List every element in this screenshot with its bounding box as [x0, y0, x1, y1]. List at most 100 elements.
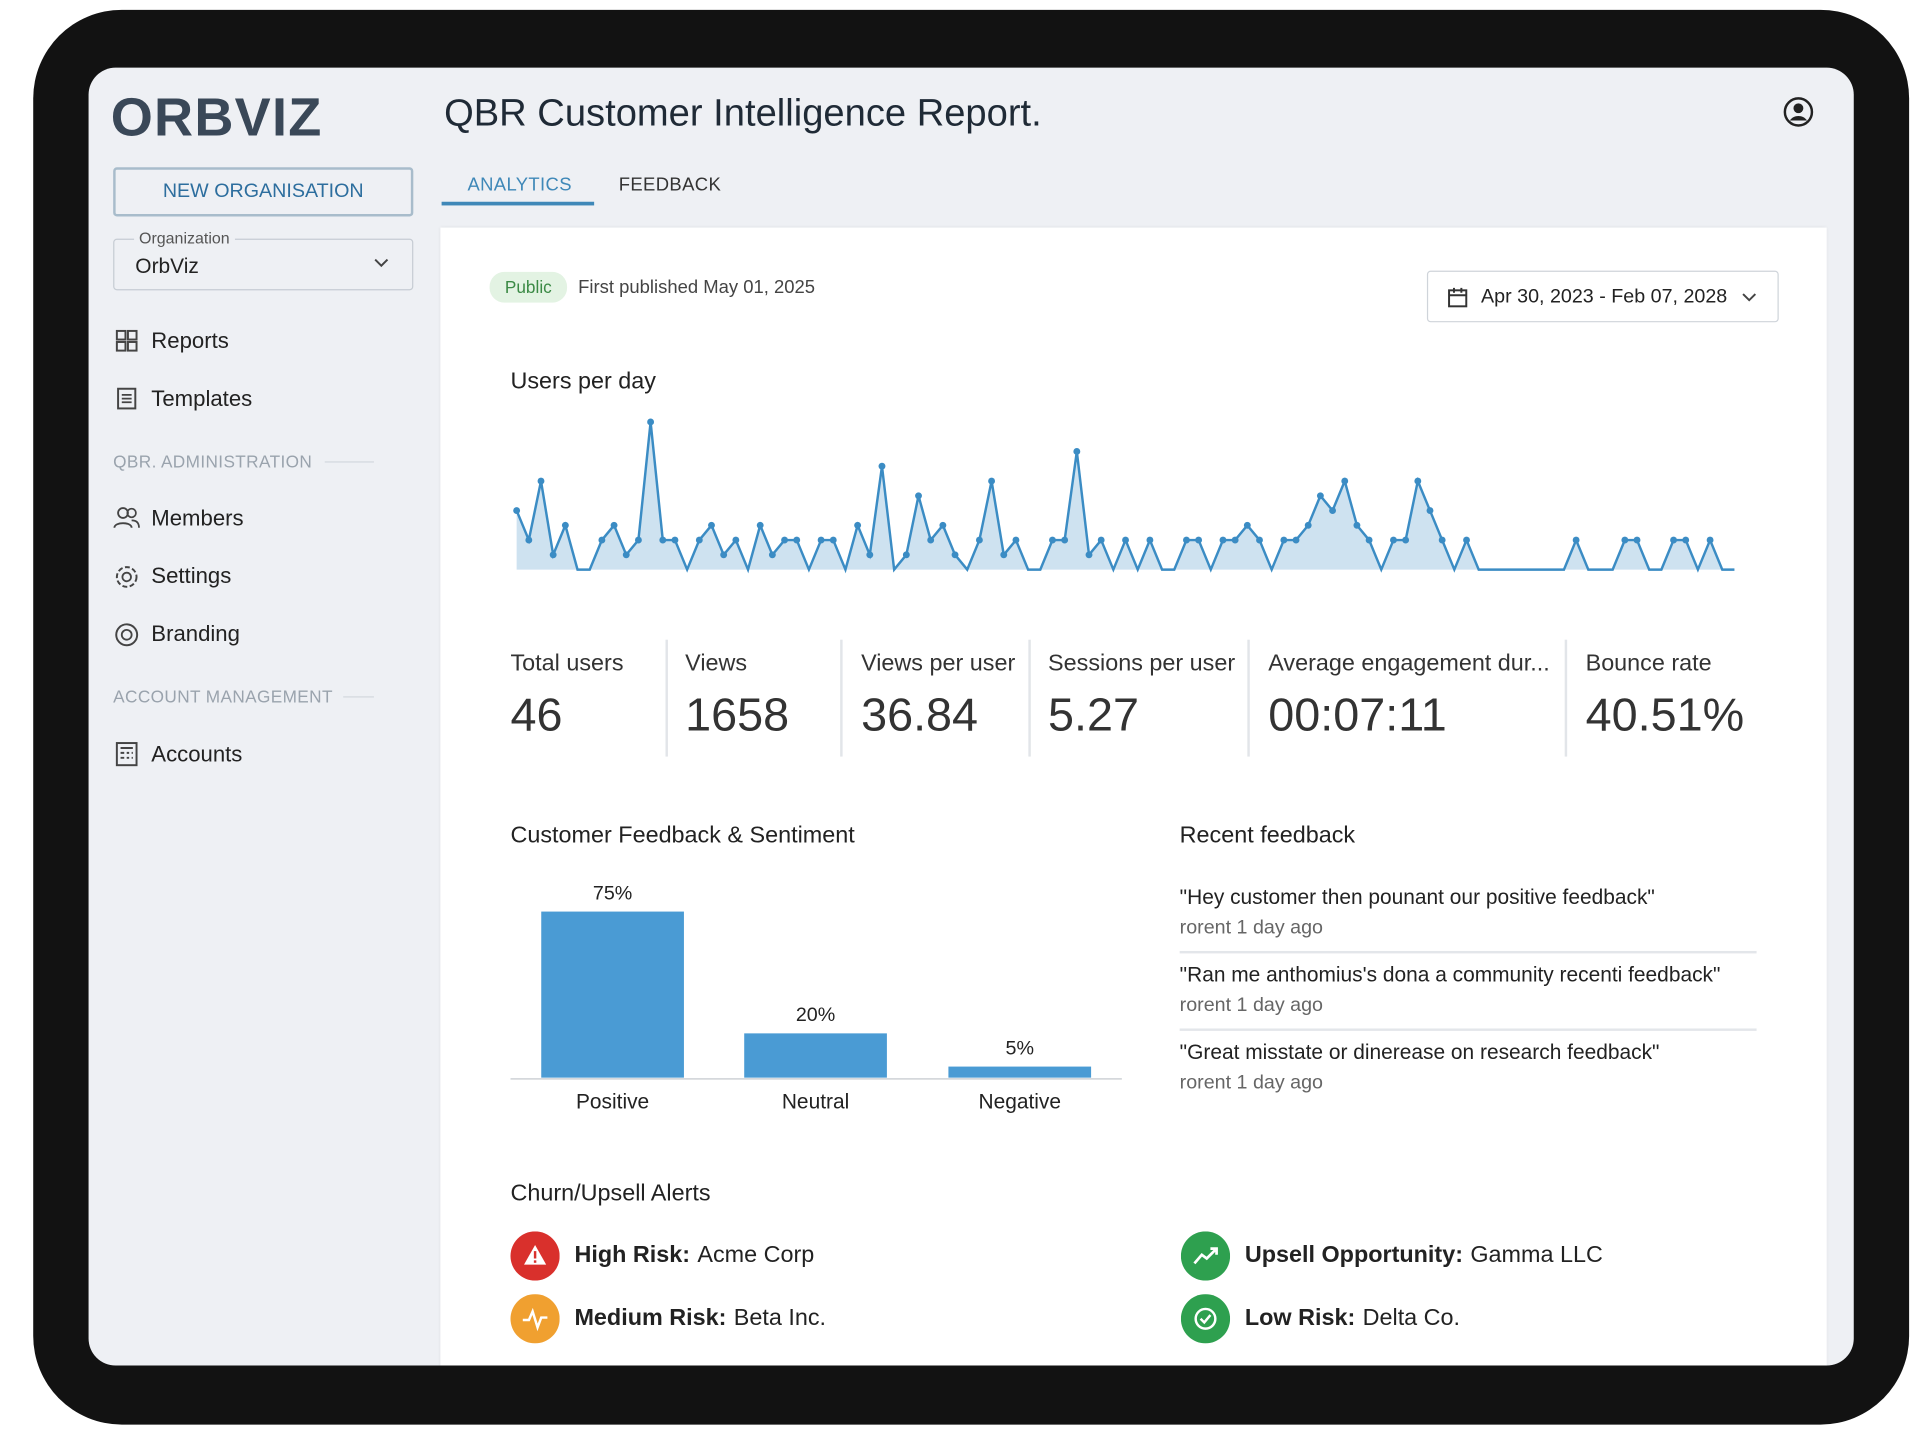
point — [1353, 521, 1361, 529]
point — [1012, 536, 1020, 544]
tab-active[interactable]: ANALYTICS — [467, 174, 572, 196]
feedback-meta: rorent 1 day ago — [1179, 1072, 1324, 1094]
point — [1049, 536, 1056, 544]
point — [927, 536, 935, 544]
alert-label: Upsell Opportunity: — [1244, 1242, 1463, 1269]
nav-item[interactable]: Reports — [151, 328, 229, 354]
point — [549, 551, 557, 559]
category-label: Positive — [576, 1090, 649, 1113]
alert-label: Low Risk: — [1244, 1305, 1356, 1332]
divider — [1247, 639, 1250, 757]
point — [854, 521, 862, 529]
point — [829, 536, 837, 544]
nav-item[interactable]: Settings — [151, 563, 232, 589]
organization-select[interactable]: Organization OrbViz — [113, 228, 414, 291]
point — [598, 536, 606, 544]
point — [1097, 536, 1105, 544]
point — [878, 462, 886, 470]
point — [1085, 551, 1093, 559]
divider — [343, 696, 374, 698]
section-label: QBR. ADMINISTRATION — [113, 451, 313, 472]
point — [671, 536, 679, 544]
point — [975, 536, 983, 544]
chevron — [374, 258, 389, 268]
alert-name: Beta Inc. — [733, 1305, 827, 1332]
alert-name: Acme Corp — [697, 1242, 815, 1269]
date-range-picker[interactable]: Apr 30, 2023 - Feb 07, 2028 — [1426, 270, 1779, 323]
separator — [1179, 1028, 1757, 1031]
point — [756, 521, 764, 529]
metric-label: Bounce rate — [1585, 650, 1712, 677]
chevron — [1742, 293, 1757, 302]
tab[interactable]: FEEDBACK — [618, 174, 722, 196]
nav-item[interactable]: Templates — [151, 386, 253, 411]
separator — [1179, 950, 1757, 954]
point — [1572, 536, 1580, 544]
point — [525, 536, 533, 544]
feedback-meta: rorent 1 day ago — [1179, 995, 1324, 1017]
report-card: Public First published May 01, 2025 Apr … — [440, 227, 1827, 1366]
point — [622, 551, 630, 559]
metric-value: 00:07:11 — [1268, 690, 1447, 742]
point — [720, 551, 728, 559]
point — [1463, 536, 1470, 544]
point — [1329, 507, 1337, 514]
nav-item[interactable]: Accounts — [151, 741, 243, 767]
point — [1341, 477, 1349, 485]
alert-icon — [510, 1294, 560, 1344]
point — [1365, 536, 1373, 544]
point — [902, 551, 910, 559]
data-label: 75% — [593, 882, 632, 904]
category-label: Neutral — [782, 1090, 849, 1113]
alert-text: Upsell Opportunity: Gamma LLC — [1245, 1243, 1603, 1270]
users-chart — [513, 418, 1735, 574]
alert-label: Medium Risk: — [574, 1305, 727, 1332]
new-organisation-button[interactable]: NEW ORGANISATION — [113, 167, 414, 217]
divider — [324, 461, 374, 463]
metric-label: Sessions per user — [1048, 650, 1236, 677]
templates-icon — [117, 387, 137, 410]
tab-underline — [441, 201, 595, 206]
point — [1061, 536, 1069, 544]
point — [732, 536, 740, 544]
public-badge: Public — [489, 271, 568, 303]
point — [1402, 536, 1410, 544]
data-label: 20% — [796, 1004, 835, 1026]
select-label: Organization — [134, 228, 235, 248]
sentiment-chart: 75% Positive 20% Neutral 5% Negative — [510, 882, 1122, 1113]
nav-item[interactable]: Branding — [151, 621, 240, 646]
reports-icon — [115, 329, 138, 352]
alert-icon — [510, 1231, 560, 1281]
point — [1182, 536, 1190, 544]
point — [866, 551, 874, 559]
bar — [948, 1066, 1092, 1078]
divider — [1564, 639, 1568, 757]
page-title: QBR Customer Intelligence Report. — [444, 91, 1042, 135]
point — [1256, 536, 1263, 544]
feedback-quote: "Hey customer then pounant our positive … — [1179, 885, 1655, 910]
screen: ORBVIZ NEW ORGANISATION Organization Orb… — [88, 67, 1854, 1366]
point — [988, 477, 996, 485]
feedback-quote: "Great misstate or dinerease on research… — [1179, 1040, 1660, 1065]
point — [915, 492, 922, 500]
point — [1073, 448, 1081, 455]
line-area — [516, 421, 1735, 570]
point — [1292, 536, 1300, 544]
point — [1195, 536, 1203, 544]
point — [610, 521, 618, 529]
alert-text: High Risk: Acme Corp — [574, 1243, 814, 1270]
nav-item[interactable]: Members — [151, 505, 244, 531]
divider — [665, 639, 668, 757]
point — [537, 477, 545, 485]
point — [1219, 536, 1227, 544]
point — [561, 521, 569, 529]
profile-icon[interactable] — [1782, 96, 1814, 128]
point — [1304, 521, 1312, 529]
point — [1438, 536, 1446, 544]
point — [1414, 477, 1422, 485]
point — [781, 536, 789, 544]
accounts-icon — [115, 742, 138, 767]
date-range: Apr 30, 2023 - Feb 07, 2028 — [1481, 286, 1728, 308]
metric-label: Total users — [510, 650, 624, 677]
